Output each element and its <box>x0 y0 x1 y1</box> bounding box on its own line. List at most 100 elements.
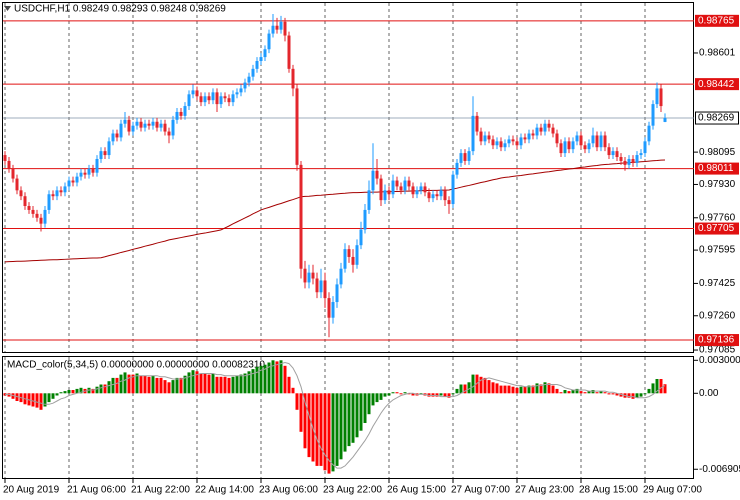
candle-body <box>59 190 63 193</box>
macd-bar <box>619 393 623 397</box>
level-label-box <box>695 14 739 27</box>
y-tick-label: 0.97930 <box>699 179 736 190</box>
macd-bar <box>603 392 607 394</box>
x-tick-label: 27 Aug 07:00 <box>451 485 510 496</box>
macd-bar <box>155 377 159 394</box>
candle-body <box>475 115 479 132</box>
macd-bar <box>395 392 399 394</box>
macd-bar <box>15 393 19 401</box>
candle-body <box>143 123 147 128</box>
candle-body <box>539 127 543 132</box>
macd-bar <box>635 393 639 398</box>
candle-body <box>303 268 307 283</box>
macd-bar <box>543 382 547 394</box>
candle-body <box>491 139 495 146</box>
macd-bar <box>443 393 447 397</box>
collapse-icon <box>4 6 11 11</box>
candle-body <box>515 141 519 146</box>
macd-bar <box>487 380 491 394</box>
candle-body <box>631 158 635 163</box>
macd-bar <box>535 383 539 394</box>
macd-bar <box>583 392 587 394</box>
candle-body <box>663 118 667 122</box>
candle-body <box>199 96 203 103</box>
macd-bar <box>287 376 291 394</box>
macd-bar <box>471 374 475 394</box>
current-price-label: 0.98269 <box>698 113 735 124</box>
macd-bar <box>255 366 259 394</box>
macd-bar <box>107 381 111 394</box>
candle-body <box>335 284 339 303</box>
candle-body <box>567 141 571 150</box>
candle-body <box>543 123 547 132</box>
candle-body <box>215 92 219 105</box>
candle-body <box>295 88 299 165</box>
candle-body <box>151 121 155 126</box>
candle-body <box>15 178 19 191</box>
macd-bar <box>595 392 599 394</box>
macd-bar <box>563 390 567 394</box>
macd-bar <box>315 393 319 466</box>
candle-body <box>459 153 463 163</box>
macd-bar <box>403 392 407 394</box>
candle-body <box>575 135 579 142</box>
candle-body <box>131 125 135 132</box>
candle-body <box>27 206 31 210</box>
macd-bar <box>239 374 243 394</box>
macd-bar <box>71 390 75 394</box>
candle-body <box>35 213 39 218</box>
candle-body <box>375 170 379 179</box>
macd-bar <box>175 377 179 394</box>
candle-body <box>395 180 399 187</box>
macd-bar <box>203 373 207 394</box>
macd-bar <box>627 393 631 398</box>
candle-body <box>551 127 555 134</box>
macd-bar <box>163 380 167 394</box>
candle-body <box>227 98 231 103</box>
y-tick-label: -0.006905 <box>699 464 740 475</box>
macd-bar <box>271 360 275 394</box>
macd-bar <box>235 375 239 394</box>
level-label-box <box>695 162 739 175</box>
candle-body <box>579 135 583 146</box>
macd-bar <box>43 393 47 407</box>
macd-bar <box>371 393 375 406</box>
y-tick-label: 0.97085 <box>699 345 736 356</box>
candle-body <box>495 141 499 146</box>
macd-bar <box>379 393 383 400</box>
candle-body <box>499 141 503 148</box>
macd-bar <box>327 393 331 474</box>
candle-body <box>23 196 27 207</box>
candle-body <box>55 190 59 197</box>
candle-body <box>251 68 255 77</box>
macd-bar <box>99 384 103 394</box>
candle-body <box>155 121 159 128</box>
macd-bar <box>559 392 563 394</box>
macd-bar <box>611 393 615 395</box>
macd-bar <box>411 393 415 396</box>
candle-body <box>95 158 99 173</box>
candle-body <box>119 123 123 138</box>
macd-bar <box>63 391 67 394</box>
macd-bar <box>455 388 459 394</box>
macd-bar <box>299 393 303 432</box>
candle-body <box>135 121 139 126</box>
macd-title: MACD_color(5,34,5) 0.00000000 0.00000000… <box>7 360 265 371</box>
candle-body <box>443 190 447 201</box>
candle-body <box>347 249 351 257</box>
candle-body <box>411 186 415 195</box>
macd-bar <box>111 377 115 394</box>
x-tick-label: 29 Aug 07:00 <box>643 485 702 496</box>
candle-body <box>127 119 131 132</box>
macd-bar <box>547 383 551 394</box>
macd-bar <box>227 377 231 394</box>
macd-bar <box>199 373 203 394</box>
level-label: 0.98765 <box>698 15 735 26</box>
macd-bar <box>335 393 339 466</box>
macd-bar <box>659 379 663 394</box>
candle-body <box>435 194 439 197</box>
macd-bar <box>511 386 515 394</box>
candle-body <box>659 88 663 107</box>
candle-body <box>427 192 431 199</box>
